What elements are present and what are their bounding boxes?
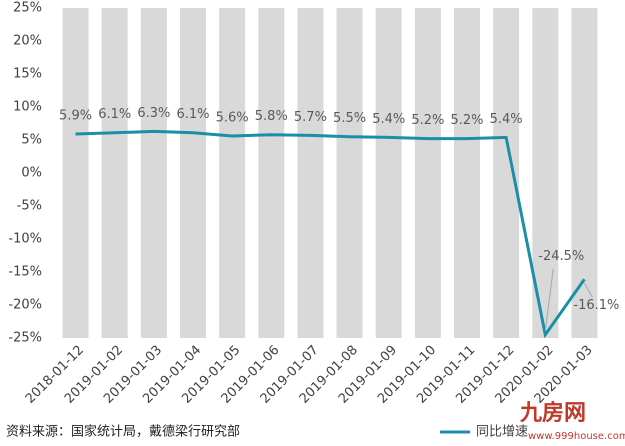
value-label: 6.1% xyxy=(98,107,131,122)
bands xyxy=(62,8,598,338)
value-label: -24.5% xyxy=(538,249,584,264)
category-band xyxy=(414,8,441,338)
y-tick-label: -20% xyxy=(8,298,42,313)
series-line xyxy=(75,129,586,339)
category-band xyxy=(375,8,402,338)
category-band xyxy=(258,8,285,338)
category-band xyxy=(454,8,480,338)
category-band xyxy=(180,8,206,338)
value-label: 5.5% xyxy=(333,111,366,126)
y-tick-label: -10% xyxy=(8,232,42,247)
category-band xyxy=(101,8,128,338)
y-tick-label: 0% xyxy=(21,166,42,181)
y-tick-label: 20% xyxy=(13,34,42,49)
category-band xyxy=(532,8,559,338)
value-label: -16.1% xyxy=(573,298,619,313)
value-label: 6.1% xyxy=(176,107,209,122)
leader-line xyxy=(544,268,554,331)
category-band xyxy=(297,8,324,338)
value-label: 6.3% xyxy=(137,106,170,121)
value-label: 5.4% xyxy=(490,112,523,127)
y-tick-label: 10% xyxy=(13,100,42,115)
value-label: 5.9% xyxy=(59,109,92,124)
value-label: 5.6% xyxy=(216,111,249,126)
value-label: 5.4% xyxy=(372,112,405,127)
y-tick-label: -15% xyxy=(8,265,42,280)
value-label: 5.2% xyxy=(450,113,483,128)
watermark-url: www.999house.com xyxy=(528,431,625,442)
y-tick-label: 25% xyxy=(13,1,42,16)
y-tick-label: 15% xyxy=(13,67,42,82)
value-label: 5.7% xyxy=(294,110,327,125)
y-tick-label: -5% xyxy=(17,199,42,214)
leader-line xyxy=(583,283,593,298)
y-tick-label: 5% xyxy=(21,133,42,148)
value-label: 5.8% xyxy=(255,109,288,124)
category-band xyxy=(493,8,520,338)
category-band xyxy=(62,8,89,338)
source-note: 资料来源：国家统计局，戴德梁行研究部 xyxy=(6,424,240,440)
category-band xyxy=(140,8,167,338)
category-band xyxy=(219,8,246,338)
legend-label: 同比增速 xyxy=(476,425,528,440)
category-band xyxy=(571,8,598,338)
watermark: 九房网 xyxy=(519,400,586,426)
y-tick-label: -25% xyxy=(8,331,42,346)
value-label: 5.2% xyxy=(411,113,444,128)
category-band xyxy=(336,8,363,338)
